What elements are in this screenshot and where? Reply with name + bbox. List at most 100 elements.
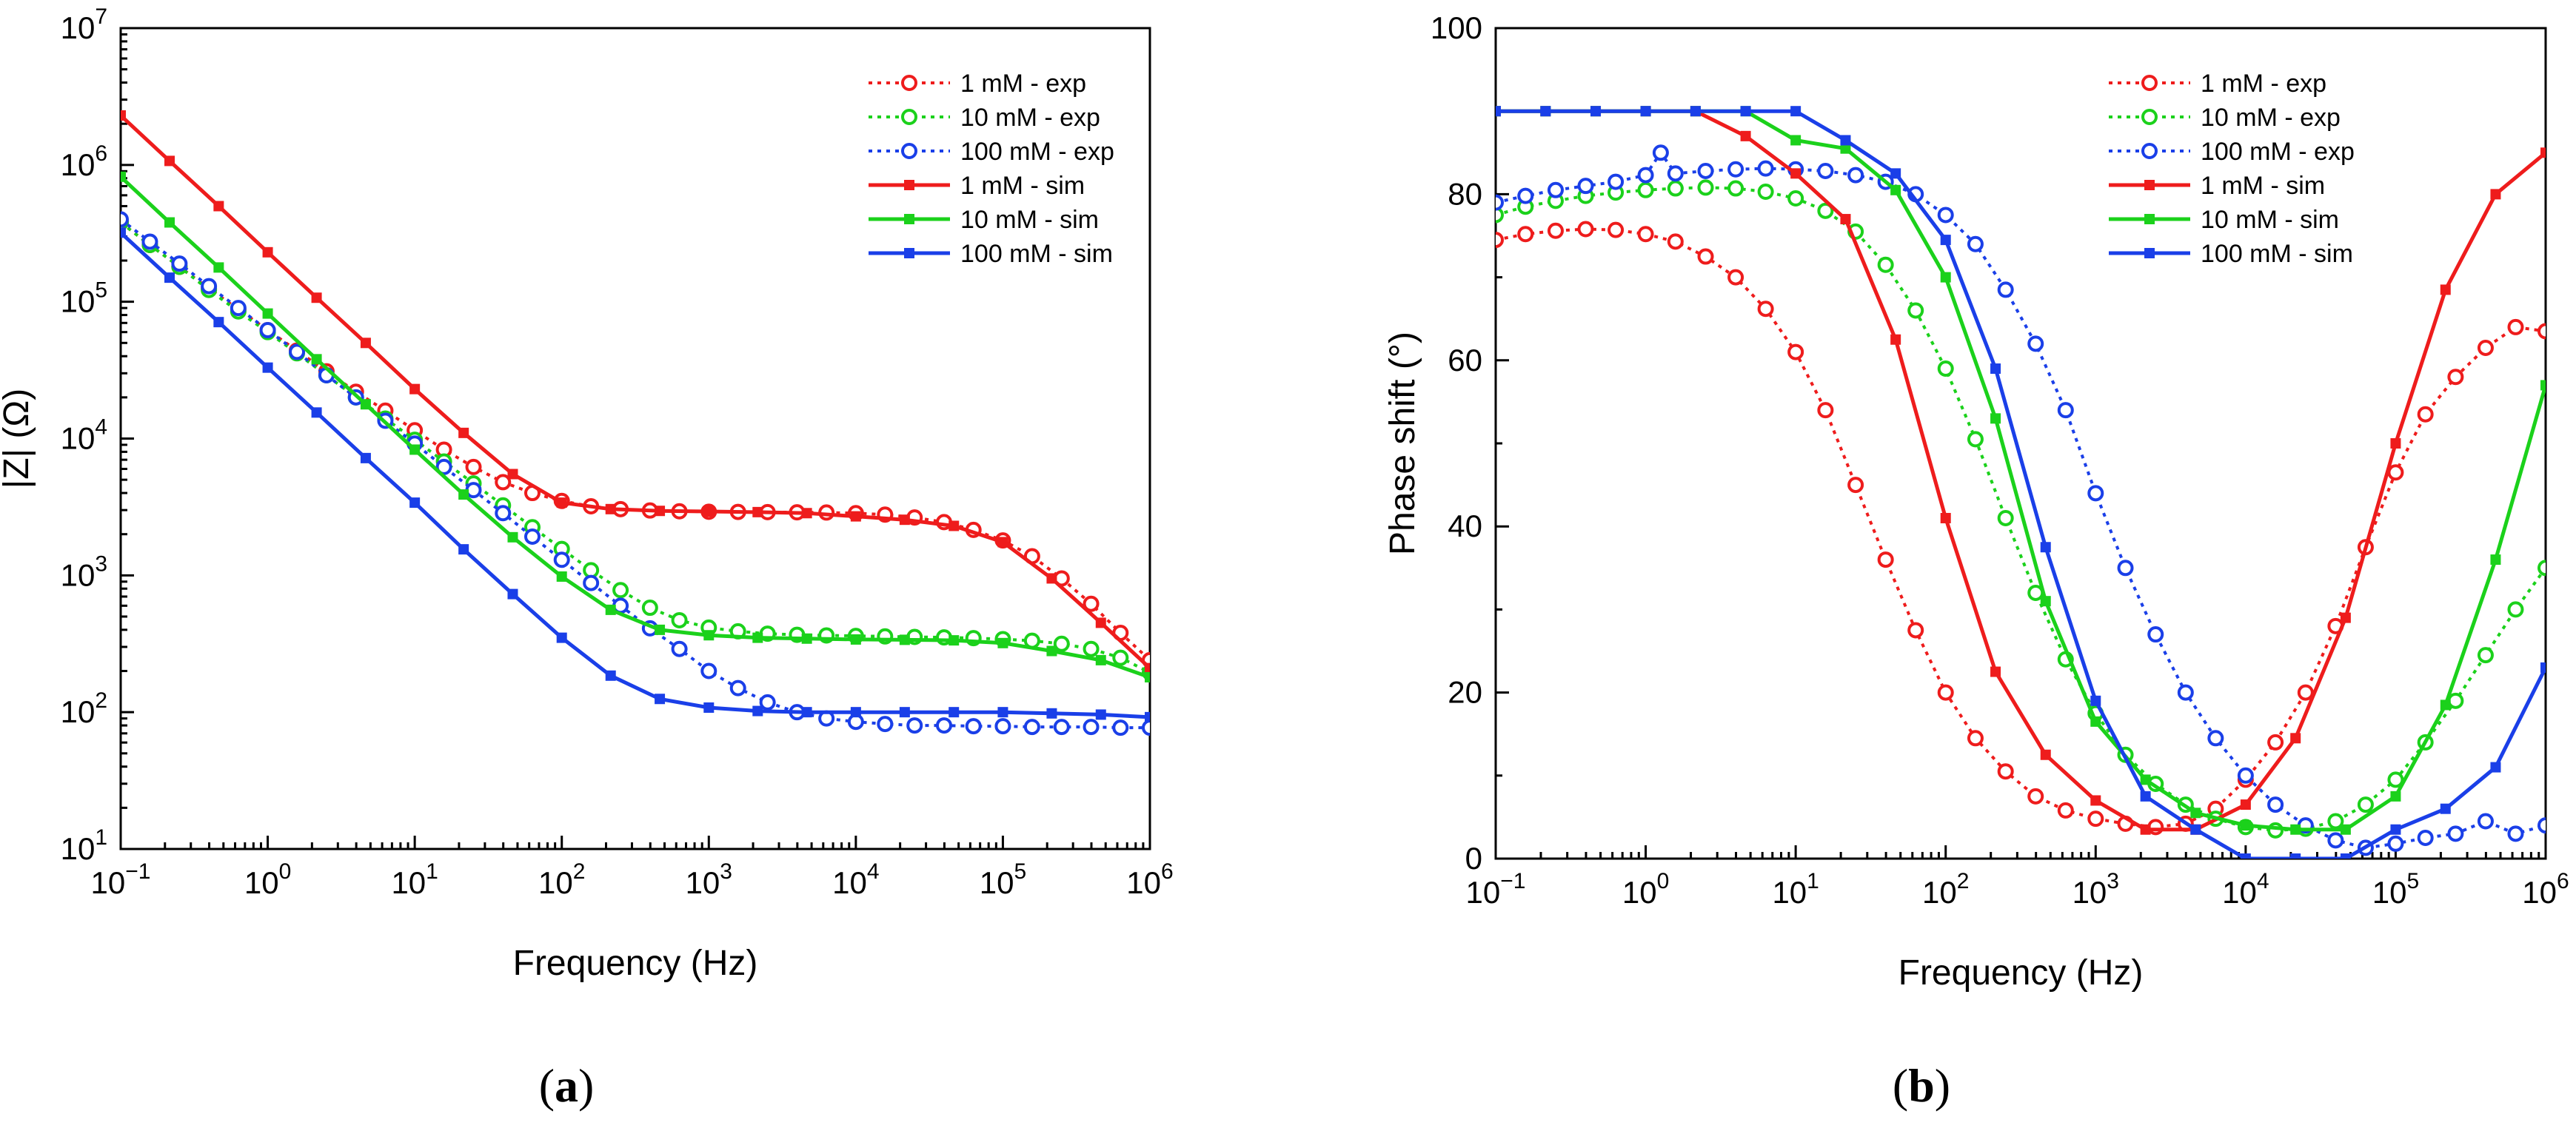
data-point xyxy=(1083,640,1100,657)
legend-swatch-marker xyxy=(2141,75,2158,91)
data-point xyxy=(360,452,371,463)
data-point xyxy=(1046,708,1057,719)
data-point xyxy=(2537,560,2546,577)
data-point xyxy=(213,317,224,328)
data-point xyxy=(2267,796,2284,813)
data-point xyxy=(1690,106,1701,117)
data-point xyxy=(1577,221,1594,238)
data-point xyxy=(1023,719,1040,736)
data-point xyxy=(965,718,982,735)
data-point xyxy=(1095,617,1106,628)
data-point xyxy=(2117,560,2134,577)
legend-label: 10 mM - exp xyxy=(2201,104,2341,132)
data-point xyxy=(1740,106,1751,117)
legend-label: 100 mM - exp xyxy=(960,138,1114,166)
data-point xyxy=(2297,684,2314,701)
data-point xyxy=(1757,184,1774,201)
x-tick-label: 104 xyxy=(2222,869,2269,910)
data-point xyxy=(850,707,861,718)
data-point xyxy=(2327,832,2344,849)
data-point xyxy=(949,707,960,718)
data-point xyxy=(2477,339,2494,356)
data-point xyxy=(171,255,188,272)
y-tick-label: 80 xyxy=(1448,176,1482,211)
data-point xyxy=(2090,695,2101,706)
data-point xyxy=(759,694,776,711)
data-point xyxy=(1697,179,1714,196)
data-point xyxy=(121,227,126,238)
data-point xyxy=(2290,853,2301,859)
data-point xyxy=(2537,817,2546,834)
data-point xyxy=(2490,554,2501,566)
data-point xyxy=(2340,824,2351,835)
data-point xyxy=(2490,189,2501,200)
data-point xyxy=(949,520,960,531)
data-point xyxy=(2390,791,2401,802)
data-point xyxy=(850,511,861,522)
data-point xyxy=(262,308,273,319)
y-tick-label: 103 xyxy=(61,551,107,592)
legend-swatch-marker xyxy=(2144,248,2155,258)
legend-background xyxy=(2101,60,2398,276)
legend-background xyxy=(860,60,1143,276)
data-point xyxy=(1757,301,1774,318)
legend: 1 mM - exp 10 mM - exp 100 mM - exp 1 mM - … xyxy=(2101,60,2398,276)
data-point xyxy=(906,717,923,734)
data-point xyxy=(2387,464,2404,481)
data-point xyxy=(121,211,129,228)
legend-label: 1 mM - sim xyxy=(2201,172,2325,200)
data-point xyxy=(1997,763,2014,780)
data-point xyxy=(1967,431,1984,448)
data-point xyxy=(899,634,910,645)
data-point xyxy=(2290,824,2301,835)
data-point xyxy=(213,201,224,212)
data-point xyxy=(1890,184,1901,195)
data-point xyxy=(1496,207,1504,224)
data-point xyxy=(1847,167,1864,184)
data-point xyxy=(1608,221,1625,238)
data-point xyxy=(1817,162,1834,179)
y-tick-label: 104 xyxy=(61,415,107,456)
data-point xyxy=(1608,173,1625,190)
y-tick-label: 100 xyxy=(1431,10,1482,45)
legend-swatch-marker xyxy=(901,75,917,91)
data-point xyxy=(213,262,224,273)
data-point xyxy=(605,604,616,615)
data-point xyxy=(1847,477,1864,494)
data-point xyxy=(2390,824,2401,835)
data-point xyxy=(2140,774,2151,785)
data-point xyxy=(2040,749,2051,760)
data-point xyxy=(2147,626,2164,643)
data-point xyxy=(949,635,960,646)
plot-area xyxy=(1496,106,2546,859)
data-point xyxy=(997,707,1008,718)
data-point xyxy=(1727,180,1744,197)
data-point xyxy=(1990,413,2001,424)
data-point xyxy=(409,444,421,455)
x-tick-label: 106 xyxy=(2522,869,2569,910)
data-point xyxy=(1496,232,1504,249)
data-point xyxy=(1997,509,2014,526)
data-point xyxy=(2417,829,2434,846)
data-point xyxy=(2290,733,2301,744)
data-point xyxy=(1496,194,1504,211)
data-point xyxy=(1940,272,1951,283)
plot-area xyxy=(121,110,1150,736)
legend-label: 10 mM - sim xyxy=(960,206,1099,234)
data-point xyxy=(2540,147,2546,158)
legend-swatch-marker xyxy=(904,248,914,258)
data-point xyxy=(507,469,518,480)
x-tick-label: 101 xyxy=(391,859,438,900)
x-tick-label: 106 xyxy=(1126,859,1173,900)
data-point xyxy=(1890,168,1901,179)
data-point xyxy=(1727,161,1744,178)
data-point xyxy=(1990,363,2001,375)
data-point xyxy=(2040,596,2051,607)
data-point xyxy=(2390,438,2401,449)
data-point xyxy=(2147,819,2164,836)
data-point xyxy=(1667,180,1684,197)
data-point xyxy=(1547,222,1564,239)
data-point xyxy=(605,503,616,514)
data-point xyxy=(164,272,175,283)
